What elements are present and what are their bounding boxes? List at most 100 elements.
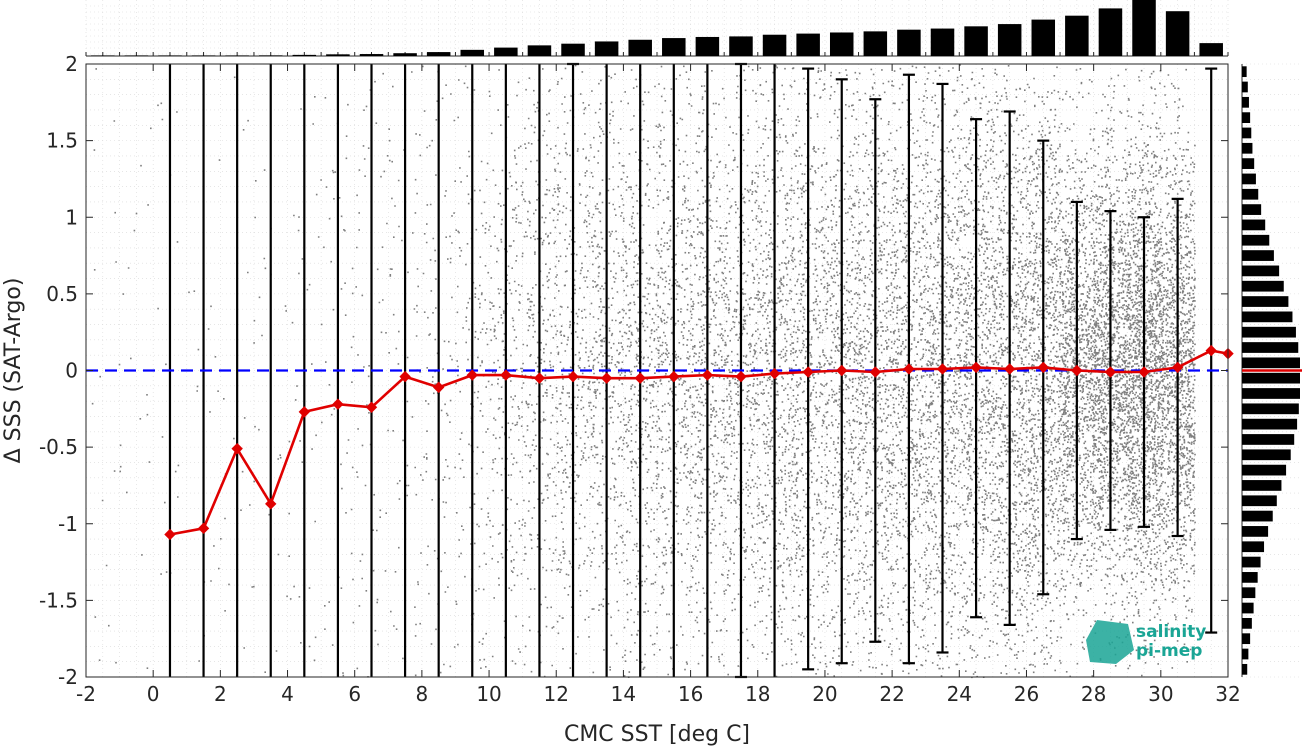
top-histogram — [85, 0, 1229, 57]
right-hist-bar — [1242, 617, 1252, 629]
top-hist-bar — [359, 54, 384, 56]
mean-marker — [903, 363, 915, 375]
mean-marker — [701, 369, 714, 381]
x-tick-label: 6 — [348, 682, 361, 706]
right-hist-bar — [1242, 510, 1273, 522]
mean-marker — [432, 381, 445, 394]
mean-marker — [1138, 366, 1150, 378]
right-hist-bar — [1242, 204, 1262, 215]
x-tick-label: 24 — [947, 682, 972, 706]
mean-marker — [466, 369, 478, 381]
top-hist-bar — [258, 55, 283, 56]
x-tick-label: 2 — [214, 682, 227, 706]
top-hist-bar — [930, 28, 955, 56]
top-hist-bar — [897, 29, 921, 56]
mean-marker — [970, 361, 982, 374]
right-hist-bar — [1242, 572, 1258, 583]
top-hist-bar — [662, 38, 686, 56]
scatter-points — [91, 64, 1196, 679]
mean-marker — [1037, 361, 1049, 374]
top-hist-bar — [1165, 11, 1190, 56]
mean-marker — [1205, 344, 1217, 357]
right-hist-bar — [1242, 403, 1299, 415]
y-tick-label: 0.5 — [46, 282, 78, 306]
mean-marker — [365, 401, 378, 413]
right-hist-bar — [1242, 648, 1249, 660]
logo-line1: salinity — [1136, 622, 1206, 642]
top-hist-bar — [91, 55, 115, 56]
y-axis-ticks: 2 1.5 1 0.5 0 -0.5 -1 -1.5 -2 — [39, 52, 1228, 689]
top-hist-bar — [124, 55, 149, 56]
x-tick-label: 16 — [678, 682, 703, 706]
right-hist-bar — [1242, 449, 1291, 461]
top-hist-bar — [1098, 8, 1123, 56]
mean-marker — [1104, 366, 1117, 378]
logo-line2: pi-mep — [1136, 641, 1202, 661]
right-hist-bar — [1242, 602, 1254, 614]
mean-marker — [332, 398, 344, 410]
right-hist-bar — [1242, 280, 1284, 292]
mean-marker — [1003, 363, 1016, 375]
y-tick-label: 1.5 — [46, 129, 78, 153]
y-tick-label: -0.5 — [39, 435, 78, 459]
right-hist-bar — [1242, 296, 1289, 307]
mean-marker — [298, 406, 311, 418]
top-hist-bar — [426, 52, 451, 56]
x-tick-label: 8 — [416, 682, 429, 706]
logo-emblem-icon — [1086, 620, 1134, 664]
mean-marker — [869, 366, 882, 378]
x-tick-label: 26 — [1014, 682, 1039, 706]
salinity-pi-mep-logo: salinity pi-mep — [1086, 620, 1206, 664]
top-hist-bar — [729, 36, 753, 56]
right-hist-bar — [1242, 188, 1259, 200]
mean-marker — [500, 369, 512, 381]
top-hist-bar — [1031, 19, 1056, 57]
top-hist-bar — [292, 54, 317, 56]
mean-marker — [936, 363, 949, 375]
mean-marker — [668, 370, 680, 383]
x-tick-label: 28 — [1081, 682, 1106, 706]
x-tick-label: 0 — [147, 682, 160, 706]
y-tick-label: -1.5 — [39, 588, 78, 612]
top-hist-bar — [494, 47, 518, 56]
mean-marker — [634, 372, 646, 384]
mean-marker — [1171, 361, 1184, 374]
mean-marker — [1071, 364, 1083, 377]
top-hist-bar — [695, 36, 720, 56]
right-hist-bar — [1242, 142, 1253, 154]
y-tick-label: -1 — [58, 512, 78, 536]
x-tick-label: 32 — [1215, 682, 1240, 706]
mean-marker — [399, 370, 411, 383]
right-hist-bar — [1242, 633, 1251, 645]
right-hist-bar — [1242, 173, 1256, 185]
top-hist-bar — [527, 45, 552, 56]
top-hist-bar — [393, 53, 417, 56]
x-tick-label: 4 — [281, 682, 294, 706]
main-plot-area: -2 0 2 4 6 8 10 12 14 16 18 20 22 24 26 28 30 32 21.510.5… — [39, 52, 1241, 706]
top-hist-bar — [158, 55, 182, 56]
x-tick-label: 22 — [879, 682, 904, 706]
top-hist-bar — [460, 49, 485, 56]
mean-marker — [735, 370, 747, 383]
right-hist-bar — [1242, 250, 1274, 261]
right-hist-bar — [1242, 663, 1248, 675]
right-hist-bar — [1242, 265, 1280, 277]
mean-marker — [164, 528, 176, 541]
right-hist-bar — [1242, 311, 1293, 323]
mean-marker — [600, 372, 613, 384]
top-hist-bar — [829, 32, 854, 56]
top-hist-bar — [326, 54, 350, 56]
x-axis-ticks: -2 0 2 4 6 8 10 12 14 16 18 20 22 24 26 28 30 32 — [76, 64, 1241, 706]
right-hist-bar — [1242, 556, 1261, 568]
right-hist-bar — [1242, 480, 1282, 491]
y-tick-label: 2 — [65, 52, 78, 76]
top-hist-bar — [1132, 0, 1156, 56]
right-hist-bar — [1242, 81, 1248, 93]
x-tick-label: 20 — [812, 682, 837, 706]
right-hist-bar — [1242, 464, 1287, 476]
right-hist-bar — [1242, 234, 1270, 246]
right-hist-bar — [1242, 495, 1277, 507]
right-hist-bar — [1242, 372, 1300, 384]
right-hist-bar — [1242, 357, 1300, 369]
